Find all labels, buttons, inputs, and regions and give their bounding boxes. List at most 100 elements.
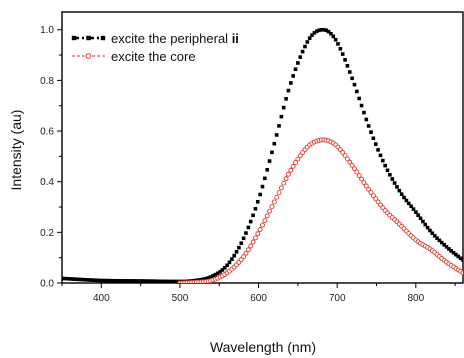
data-point bbox=[67, 277, 71, 281]
legend-label-core: excite the core bbox=[111, 49, 196, 64]
data-point bbox=[283, 176, 289, 182]
data-point bbox=[156, 279, 161, 283]
data-point bbox=[349, 162, 355, 168]
data-point bbox=[404, 198, 409, 203]
legend-label-peripheral-text: excite the peripheral bbox=[111, 31, 232, 46]
data-point bbox=[83, 277, 88, 282]
data-point bbox=[369, 130, 373, 134]
data-point bbox=[64, 276, 69, 281]
data-point bbox=[310, 33, 314, 37]
data-point bbox=[437, 238, 442, 243]
data-point bbox=[451, 250, 456, 255]
data-point bbox=[274, 133, 279, 137]
data-point bbox=[262, 218, 268, 224]
data-point bbox=[324, 28, 328, 33]
x-tick-label: 700 bbox=[329, 293, 346, 304]
data-point bbox=[138, 279, 142, 283]
data-point bbox=[284, 97, 288, 101]
data-point bbox=[220, 268, 225, 272]
data-point bbox=[239, 241, 244, 245]
data-point bbox=[74, 277, 78, 282]
data-point bbox=[142, 279, 147, 283]
data-point bbox=[267, 159, 272, 163]
data-point bbox=[264, 213, 270, 219]
data-point bbox=[329, 31, 333, 36]
data-point bbox=[449, 249, 454, 253]
data-point bbox=[114, 278, 119, 283]
data-point bbox=[168, 279, 173, 283]
data-point bbox=[395, 185, 399, 189]
data-point bbox=[303, 44, 307, 49]
data-point bbox=[95, 278, 100, 283]
data-point bbox=[161, 279, 166, 283]
data-point bbox=[133, 279, 137, 283]
data-point bbox=[406, 201, 411, 206]
y-tick-label: 1.0 bbox=[40, 25, 54, 36]
data-point bbox=[397, 188, 402, 193]
data-point bbox=[152, 279, 156, 283]
data-point bbox=[297, 153, 303, 159]
y-axis-title: Intensity (au) bbox=[8, 110, 24, 191]
data-point bbox=[409, 204, 413, 209]
data-point bbox=[460, 270, 463, 276]
data-point bbox=[357, 96, 362, 101]
data-point bbox=[86, 278, 90, 282]
data-point bbox=[211, 274, 215, 278]
data-point bbox=[208, 275, 213, 279]
data-point bbox=[260, 184, 265, 189]
series-0 bbox=[62, 27, 463, 283]
data-point bbox=[163, 279, 168, 283]
data-point bbox=[399, 192, 404, 196]
data-point bbox=[279, 114, 284, 119]
data-point bbox=[116, 278, 121, 283]
data-point bbox=[159, 279, 163, 283]
data-point bbox=[121, 279, 126, 283]
data-point bbox=[140, 279, 144, 283]
data-point bbox=[267, 208, 273, 214]
data-point bbox=[366, 186, 372, 192]
data-point bbox=[248, 219, 253, 224]
x-tick-label: 800 bbox=[407, 293, 424, 304]
data-point bbox=[293, 67, 298, 72]
data-point bbox=[444, 245, 449, 249]
data-point bbox=[149, 279, 154, 283]
data-point bbox=[232, 253, 236, 258]
data-point bbox=[201, 277, 206, 282]
data-point bbox=[109, 278, 114, 283]
data-point bbox=[317, 28, 321, 33]
data-point bbox=[241, 254, 247, 260]
data-point bbox=[107, 278, 111, 283]
data-point bbox=[97, 278, 102, 283]
data-point bbox=[291, 74, 295, 78]
data-point bbox=[383, 163, 387, 168]
data-point bbox=[343, 58, 347, 62]
data-point bbox=[354, 169, 360, 175]
data-point bbox=[154, 279, 159, 283]
legend-entry-core: excite the core bbox=[72, 49, 196, 64]
data-point bbox=[344, 156, 350, 162]
plot-area bbox=[61, 11, 464, 284]
data-point bbox=[319, 28, 324, 32]
data-point bbox=[206, 276, 211, 280]
legend-marker bbox=[85, 53, 92, 59]
data-point bbox=[269, 204, 275, 210]
data-point bbox=[278, 185, 284, 191]
data-point bbox=[350, 76, 354, 81]
axes-layer: 400 500 600 700 800 0.0 0.2 0.4 0.6 0.8 1.0 bbox=[40, 25, 456, 304]
data-point bbox=[285, 171, 291, 177]
data-point bbox=[402, 195, 406, 200]
data-point bbox=[363, 183, 369, 189]
data-point bbox=[102, 278, 107, 283]
data-point bbox=[234, 250, 239, 254]
data-point bbox=[281, 105, 286, 110]
legend-marker bbox=[100, 35, 106, 41]
data-point bbox=[356, 173, 362, 179]
data-point bbox=[326, 29, 331, 34]
data-point bbox=[270, 150, 274, 155]
data-point bbox=[331, 34, 336, 39]
data-point bbox=[392, 181, 397, 185]
data-point bbox=[215, 271, 220, 276]
y-tick-label: 0.8 bbox=[40, 76, 54, 87]
data-point bbox=[362, 110, 366, 115]
